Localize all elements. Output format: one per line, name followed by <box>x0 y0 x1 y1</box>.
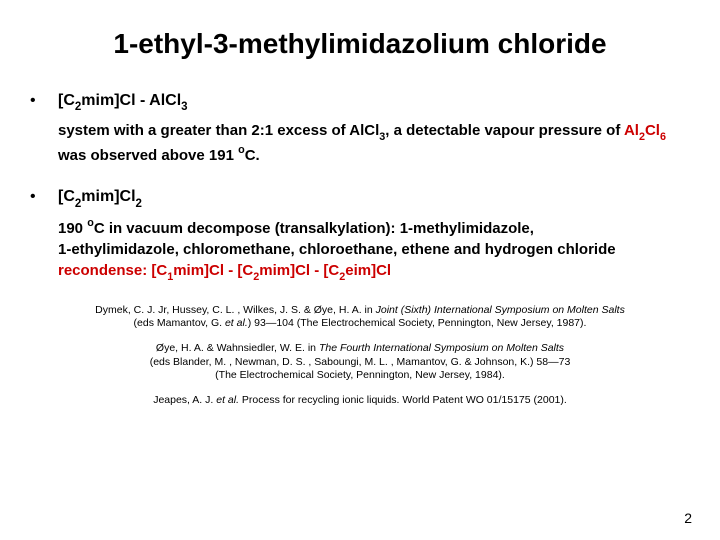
bullet-marker: • <box>30 186 58 210</box>
bullet-body: 190 oC in vacuum decompose (transalkylat… <box>58 217 690 284</box>
reference-entry: Dymek, C. J. Jr, Hussey, C. L. , Wilkes,… <box>30 304 690 331</box>
bullet-item: • [C2mim]Cl2 <box>30 186 690 210</box>
bullet-heading: [C2mim]Cl2 <box>58 186 690 210</box>
bullet-marker: • <box>30 90 58 114</box>
bullet-body: system with a greater than 2:1 excess of… <box>58 120 690 166</box>
page-number: 2 <box>684 510 692 526</box>
slide-container: 1-ethyl-3-methylimidazolium chloride • [… <box>0 0 720 429</box>
slide-title: 1-ethyl-3-methylimidazolium chloride <box>30 28 690 60</box>
reference-entry: Jeapes, A. J. et al. Process for recycli… <box>30 394 690 408</box>
reference-entry: Øye, H. A. & Wahnsiedler, W. E. in The F… <box>30 342 690 383</box>
bullet-heading: [C2mim]Cl - AlCl3 <box>58 90 690 114</box>
references: Dymek, C. J. Jr, Hussey, C. L. , Wilkes,… <box>30 304 690 408</box>
bullet-item: • [C2mim]Cl - AlCl3 <box>30 90 690 114</box>
bullet-list: • [C2mim]Cl - AlCl3 system with a greate… <box>30 90 690 284</box>
